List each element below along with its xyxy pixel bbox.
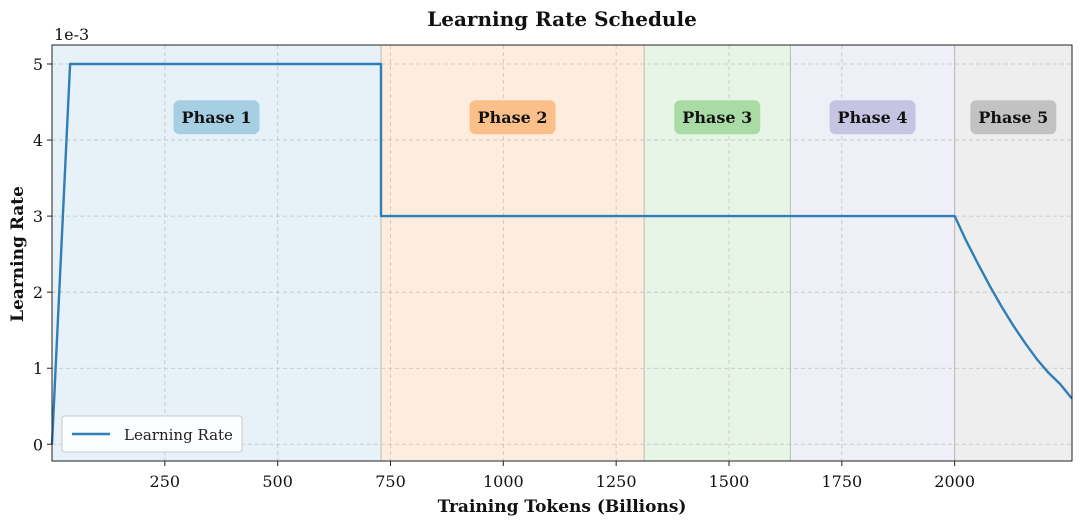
phase-label-box-1 xyxy=(173,100,260,135)
chart-title: Learning Rate Schedule xyxy=(427,7,697,31)
x-tick-label: 1000 xyxy=(483,472,524,491)
legend-label: Learning Rate xyxy=(124,426,233,444)
series-line-1 xyxy=(50,62,1073,445)
x-tick-label: 500 xyxy=(262,472,293,491)
x-tick-label: 1750 xyxy=(821,472,862,491)
y-tick-label: 0 xyxy=(33,435,43,454)
x-axis-label: Training Tokens (Billions) xyxy=(438,497,687,517)
phase-labels: Phase 1 Phase 2 Phase 3 Phase 4 Phase 5 xyxy=(173,100,1057,135)
x-tick-label: 750 xyxy=(375,472,406,491)
phase-bands xyxy=(52,45,1072,461)
y-tick-label: 4 xyxy=(33,131,43,150)
x-tick-label: 1250 xyxy=(596,472,637,491)
legend: Learning Rate xyxy=(61,415,243,453)
x-tick-label: 2000 xyxy=(934,472,975,491)
phase-label-4: Phase 4 xyxy=(838,108,908,127)
phase-label-box-3 xyxy=(674,100,761,135)
phase-label-box-5 xyxy=(970,100,1057,135)
phase-label-2: Phase 2 xyxy=(478,108,548,127)
y-tick-label: 1 xyxy=(33,359,43,378)
plot-frame xyxy=(51,44,1073,462)
y-tick-label: 5 xyxy=(33,55,43,74)
y-tick-label: 3 xyxy=(33,207,43,226)
x-tick-label: 250 xyxy=(150,472,181,491)
phase-label-3: Phase 3 xyxy=(682,108,752,127)
phase-label-box-4 xyxy=(829,100,916,135)
y-scale-label: 1e-3 xyxy=(54,25,89,44)
phase-label-1: Phase 1 xyxy=(182,108,252,127)
phase-label-box-2 xyxy=(469,100,556,135)
y-tick-label: 2 xyxy=(33,283,43,302)
x-tick-label: 1500 xyxy=(709,472,750,491)
y-axis-ticks: 0 1 2 3 4 5 xyxy=(33,55,52,454)
legend-box xyxy=(61,415,243,453)
phase-label-5: Phase 5 xyxy=(978,108,1048,127)
y-axis-label: Learning Rate xyxy=(8,186,28,322)
series xyxy=(50,62,1073,445)
x-axis-ticks: 250 500 750 1000 1250 1500 1750 2000 xyxy=(150,461,975,491)
